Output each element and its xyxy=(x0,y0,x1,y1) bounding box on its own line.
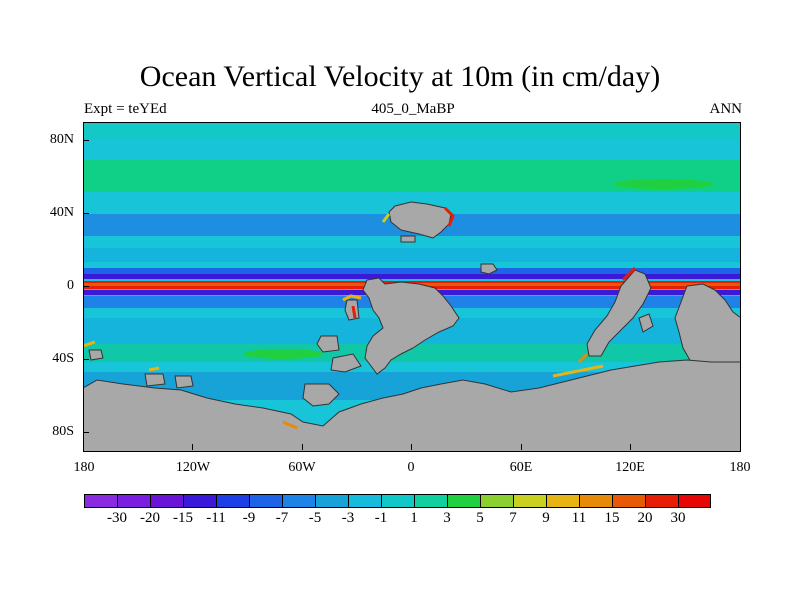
east-arm-rim-orange xyxy=(577,352,589,364)
colorbar-label-15: 15 xyxy=(604,510,620,526)
colorbar-swatch-15 xyxy=(579,494,612,508)
far-west-islet xyxy=(88,349,104,361)
y-tick-80n xyxy=(83,140,89,141)
south-rim-west xyxy=(282,420,298,430)
y-label-80n: 80N xyxy=(49,132,74,147)
band-pre-equator-dark xyxy=(83,274,741,279)
colorbar-swatch-0 xyxy=(84,494,117,508)
velocity-field xyxy=(83,122,741,452)
north-island xyxy=(388,201,452,239)
x-tick-0 xyxy=(411,444,412,450)
colorbar-swatch-6 xyxy=(282,494,315,508)
colorbar-label-10: 3 xyxy=(443,510,451,526)
colorbar-label-1: -20 xyxy=(140,510,160,526)
east-arm-rim xyxy=(621,266,637,282)
west-continent-red xyxy=(351,305,357,319)
southern-inner-sea xyxy=(302,383,340,407)
y-label-80s: 80S xyxy=(52,424,74,439)
colorbar-swatch-17 xyxy=(645,494,678,508)
season-label: ANN xyxy=(709,101,743,117)
x-tick-60e xyxy=(521,444,522,450)
colorbar-swatch-12 xyxy=(480,494,513,508)
north-island-rim xyxy=(443,206,455,227)
y-tick-eq xyxy=(83,286,89,287)
band-pre-equator-blue xyxy=(83,268,741,276)
colorbar-swatch-14 xyxy=(546,494,579,508)
west-islet-rim xyxy=(148,366,160,372)
south-green-patch xyxy=(243,349,323,359)
experiment-label: Expt = teYEd xyxy=(84,101,167,117)
map-plot-area xyxy=(83,122,741,452)
colorbar xyxy=(84,494,711,508)
band-arctic xyxy=(83,122,741,140)
x-label-60e: 60E xyxy=(509,460,533,475)
x-tick-120w xyxy=(192,444,193,450)
colorbar-swatch-18 xyxy=(678,494,711,508)
colorbar-label-9: 1 xyxy=(410,510,418,526)
small-island-north xyxy=(400,235,416,243)
small-island-mid xyxy=(480,263,498,275)
west-small-island xyxy=(316,335,340,353)
colorbar-label-12: 7 xyxy=(509,510,517,526)
x-label-60w: 60W xyxy=(288,460,316,475)
y-label-40s: 40S xyxy=(52,351,74,366)
colorbar-label-11: 5 xyxy=(476,510,484,526)
colorbar-label-7: -3 xyxy=(341,510,355,526)
west-continent xyxy=(362,277,460,375)
colorbar-swatch-3 xyxy=(183,494,216,508)
colorbar-label-14: 11 xyxy=(571,510,587,526)
colorbar-swatch-16 xyxy=(612,494,645,508)
colorbar-swatch-11 xyxy=(447,494,480,508)
x-label-180e: 180 xyxy=(729,460,751,475)
east-arm-continent xyxy=(586,269,652,357)
colorbar-swatch-10 xyxy=(414,494,447,508)
west-continent-rim xyxy=(342,294,362,302)
x-tick-120e xyxy=(630,444,631,450)
southern-rim-east xyxy=(552,364,604,378)
north-green-patch xyxy=(613,179,713,189)
colorbar-label-16: 20 xyxy=(637,510,653,526)
y-label-eq: 0 xyxy=(67,278,74,293)
colorbar-swatch-9 xyxy=(381,494,414,508)
colorbar-swatch-7 xyxy=(315,494,348,508)
west-lower-land xyxy=(330,353,362,373)
period-label: 405_0_MaBP xyxy=(371,101,455,117)
colorbar-label-5: -7 xyxy=(275,510,289,526)
x-tick-60w xyxy=(302,444,303,450)
far-west-rim xyxy=(83,340,96,348)
coastal-upwelling xyxy=(83,206,637,430)
x-label-120e: 120E xyxy=(615,460,645,475)
west-islet-2 xyxy=(144,373,166,387)
y-tick-40s xyxy=(83,359,89,360)
colorbar-swatch-8 xyxy=(348,494,381,508)
band-subtropic-north xyxy=(83,248,741,262)
band-south-green xyxy=(83,344,741,362)
x-label-120w: 120W xyxy=(175,460,211,475)
west-islet-3 xyxy=(174,375,194,389)
colorbar-label-8: -1 xyxy=(374,510,388,526)
map-title: Ocean Vertical Velocity at 10m (in cm/da… xyxy=(139,60,661,93)
colorbar-swatch-5 xyxy=(249,494,282,508)
colorbar-swatch-13 xyxy=(513,494,546,508)
southern-continent xyxy=(83,359,741,452)
x-label-180w: 180 xyxy=(73,460,95,475)
colorbar-swatch-2 xyxy=(150,494,183,508)
east-small-island xyxy=(638,313,654,333)
landmasses xyxy=(83,201,741,452)
colorbar-label-4: -9 xyxy=(242,510,256,526)
y-label-40n: 40N xyxy=(49,205,74,220)
y-tick-40n xyxy=(83,213,89,214)
colorbar-swatch-1 xyxy=(117,494,150,508)
colorbar-label-6: -5 xyxy=(308,510,322,526)
colorbar-label-0: -30 xyxy=(107,510,127,526)
colorbar-swatch-4 xyxy=(216,494,249,508)
colorbar-label-3: -11 xyxy=(206,510,226,526)
x-label-0: 0 xyxy=(407,460,415,475)
y-tick-80s xyxy=(83,432,89,433)
colorbar-label-17: 30 xyxy=(670,510,686,526)
colorbar-label-2: -15 xyxy=(173,510,193,526)
north-island-rim-yellow xyxy=(381,213,391,223)
colorbar-label-13: 9 xyxy=(542,510,550,526)
